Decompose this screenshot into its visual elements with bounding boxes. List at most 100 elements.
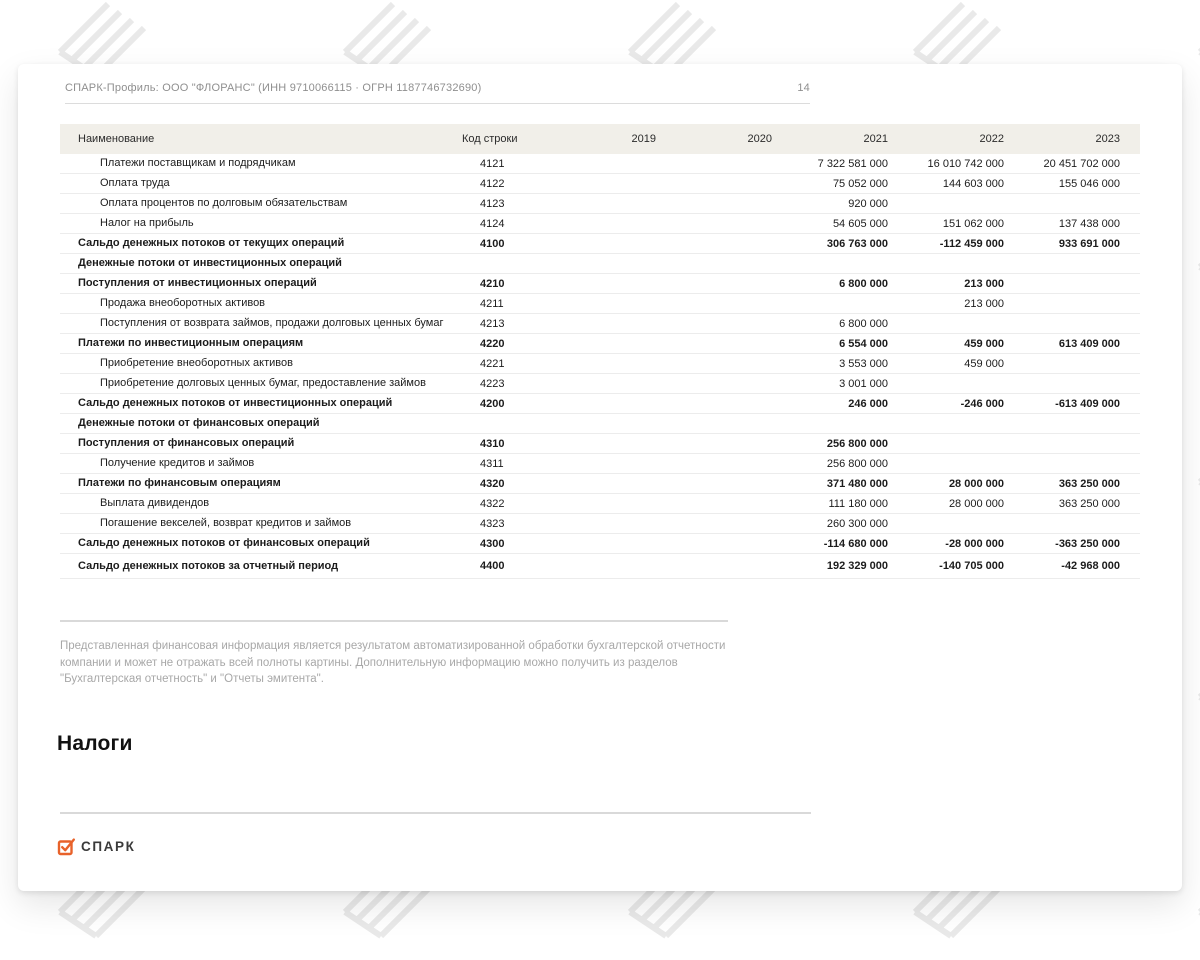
page-number: 14 <box>797 82 810 94</box>
row-value: 6 800 000 <box>839 317 888 330</box>
row-value: 16 010 742 000 <box>927 157 1004 170</box>
row-code: 4310 <box>480 437 505 450</box>
row-name: Денежные потоки от инвестиционных операц… <box>78 257 342 269</box>
column-header-year: 2022 <box>979 133 1004 145</box>
row-value: 151 062 000 <box>942 217 1004 230</box>
row-code: 4200 <box>480 397 505 410</box>
row-name: Выплата дивидендов <box>100 497 210 509</box>
row-name: Поступления от возврата займов, продажи … <box>100 317 444 329</box>
row-value: 54 605 000 <box>832 217 888 230</box>
column-header-name: Наименование <box>78 132 155 145</box>
row-name: Сальдо денежных потоков от финансовых оп… <box>78 537 370 549</box>
row-value: 6 554 000 <box>839 337 888 350</box>
row-name: Приобретение внеоборотных активов <box>100 357 293 369</box>
row-value: 920 000 <box>848 197 888 210</box>
row-code: 4220 <box>480 337 505 350</box>
table-row: Продажа внеоборотных активов 4211 213 000 <box>60 294 1140 314</box>
row-value: 213 000 <box>964 277 1004 290</box>
row-code: 4311 <box>480 457 504 470</box>
row-name: Приобретение долговых ценных бумаг, пред… <box>100 377 426 389</box>
table-row: Платежи по инвестиционным операциям 4220 6… <box>60 334 1140 354</box>
table-row: Платежи по финансовым операциям 4320 371 4… <box>60 474 1140 494</box>
row-value: 75 052 000 <box>832 177 888 190</box>
row-value: 459 000 <box>964 357 1004 370</box>
row-value: 7 322 581 000 <box>817 157 888 170</box>
row-name: Погашение векселей, возврат кредитов и з… <box>100 517 352 529</box>
footer-divider <box>60 812 811 814</box>
row-code: 4211 <box>480 297 504 310</box>
row-value: 155 046 000 <box>1058 177 1120 190</box>
table-row: Сальдо денежных потоков от инвестиционны… <box>60 394 1140 414</box>
row-code: 4213 <box>480 317 505 330</box>
row-value: 459 000 <box>964 337 1004 350</box>
row-value: 246 000 <box>848 397 888 410</box>
spark-checkbox-icon <box>57 838 75 856</box>
row-name: Поступления от финансовых операций <box>78 437 295 449</box>
row-value: 363 250 000 <box>1058 497 1120 510</box>
row-name: Платежи поставщикам и подрядчикам <box>100 157 296 169</box>
row-value: 371 480 000 <box>826 477 888 490</box>
row-name: Сальдо денежных потоков от текущих опера… <box>78 237 345 249</box>
spark-logo-text: СПАРК <box>81 839 136 854</box>
table-row: Сальдо денежных потоков от текущих опера… <box>60 234 1140 254</box>
row-name: Получение кредитов и займов <box>100 457 255 469</box>
table-section-row: Денежные потоки от инвестиционных операц… <box>60 254 1140 274</box>
row-value: -140 705 000 <box>939 560 1004 572</box>
row-value: -246 000 <box>960 397 1004 410</box>
row-code: 4123 <box>480 197 505 210</box>
cash-flow-table: Наименование Код строки 2019 2020 2021 2022… <box>60 124 1140 579</box>
row-value: 933 691 000 <box>1058 237 1120 250</box>
row-value: -114 680 000 <box>823 537 888 550</box>
table-row: Сальдо денежных потоков за отчетный пери… <box>60 554 1140 579</box>
header-divider <box>65 103 810 104</box>
row-code: 4121 <box>480 157 505 170</box>
table-section-row: Денежные потоки от финансовых операций <box>60 414 1140 434</box>
row-name: Платежи по финансовым операциям <box>78 477 281 489</box>
column-header-year: 2020 <box>747 133 772 145</box>
table-row: Налог на прибыль 4124 54 605 000 151 062 00… <box>60 214 1140 234</box>
row-value: -613 409 000 <box>1055 397 1120 410</box>
column-header-code: Код строки <box>462 133 518 145</box>
row-value: -42 968 000 <box>1061 560 1120 572</box>
row-value: 192 329 000 <box>826 560 888 572</box>
table-row: Поступления от возврата займов, продажи … <box>60 314 1140 334</box>
table-header-row: Наименование Код строки 2019 2020 2021 2022… <box>60 124 1140 154</box>
row-name: Налог на прибыль <box>100 217 194 229</box>
row-code: 4210 <box>480 277 505 290</box>
row-value: 28 000 000 <box>948 477 1004 490</box>
table-row: Поступления от финансовых операций 4310 25… <box>60 434 1140 454</box>
row-code: 4400 <box>480 560 505 572</box>
table-row: Приобретение долговых ценных бумаг, пред… <box>60 374 1140 394</box>
column-header-year: 2021 <box>863 133 888 145</box>
row-code: 4322 <box>480 497 505 510</box>
table-row: Получение кредитов и займов 4311 256 800 0… <box>60 454 1140 474</box>
row-value: 20 451 702 000 <box>1043 157 1120 170</box>
column-header-year: 2023 <box>1095 133 1120 145</box>
section-title-taxes: Налоги <box>57 732 133 755</box>
row-value: -363 250 000 <box>1055 537 1120 550</box>
row-value: -28 000 000 <box>945 537 1004 550</box>
row-value: 363 250 000 <box>1058 477 1120 490</box>
row-code: 4323 <box>480 517 505 530</box>
row-name: Оплата процентов по долговым обязательст… <box>100 197 348 209</box>
table-footer-divider <box>60 620 728 622</box>
row-value: 6 800 000 <box>839 277 888 290</box>
row-value: 213 000 <box>964 297 1004 310</box>
table-row: Приобретение внеоборотных активов 4221 3 5… <box>60 354 1140 374</box>
row-name: Поступления от инвестиционных операций <box>78 277 317 289</box>
table-row: Оплата труда 4122 75 052 000 144 603 000 155… <box>60 174 1140 194</box>
row-value: 3 553 000 <box>839 357 888 370</box>
row-value: 137 438 000 <box>1058 217 1120 230</box>
row-value: 613 409 000 <box>1058 337 1120 350</box>
row-value: 3 001 000 <box>839 377 888 390</box>
row-code: 4223 <box>480 377 505 390</box>
page-header: СПАРК-Профиль: ООО "ФЛОРАНС" (ИНН 971006… <box>65 82 810 94</box>
row-value: 256 800 000 <box>826 457 888 470</box>
row-name: Платежи по инвестиционным операциям <box>78 337 304 349</box>
row-value: 144 603 000 <box>942 177 1004 190</box>
row-code: 4300 <box>480 537 505 550</box>
table-row: Поступления от инвестиционных операций 42… <box>60 274 1140 294</box>
row-name: Денежные потоки от финансовых операций <box>78 417 320 429</box>
table-row: Платежи поставщикам и подрядчикам 4121 7 3… <box>60 154 1140 174</box>
column-header-year: 2019 <box>631 133 656 145</box>
